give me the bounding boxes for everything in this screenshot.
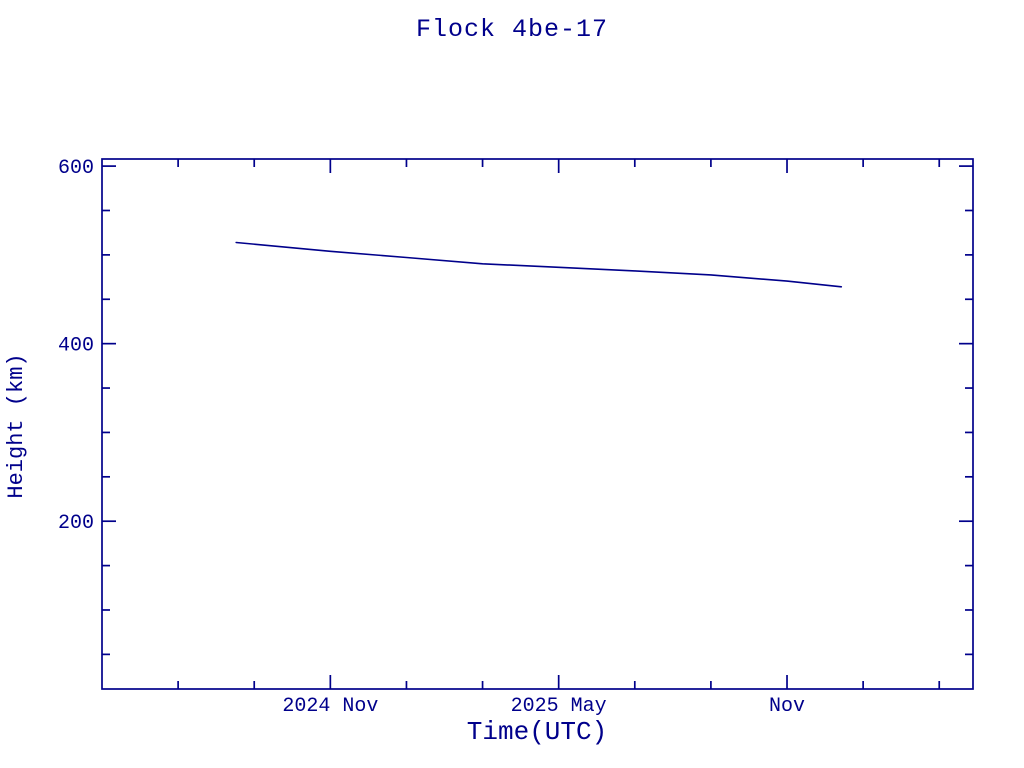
plot-frame bbox=[101, 158, 974, 690]
y-tick-label: 400 bbox=[58, 335, 94, 358]
x-tick-label: 2025 May bbox=[511, 695, 607, 718]
x-axis-title: Time(UTC) bbox=[466, 717, 608, 747]
axis-ticks bbox=[102, 159, 973, 689]
plot-border bbox=[101, 158, 974, 690]
tick-labels: 2024 Nov 2025 May Nov 600 400 200 bbox=[58, 157, 805, 718]
x-tick-label: Nov bbox=[769, 695, 805, 718]
y-axis-title: Height (km) bbox=[4, 353, 29, 499]
x-tick-label: 2024 Nov bbox=[282, 695, 378, 718]
y-tick-label: 600 bbox=[58, 157, 94, 180]
y-tick-label: 200 bbox=[58, 512, 94, 535]
data-series bbox=[235, 241, 843, 288]
chart-title: Flock 4be-17 bbox=[415, 15, 609, 44]
height-series-line bbox=[235, 241, 843, 288]
